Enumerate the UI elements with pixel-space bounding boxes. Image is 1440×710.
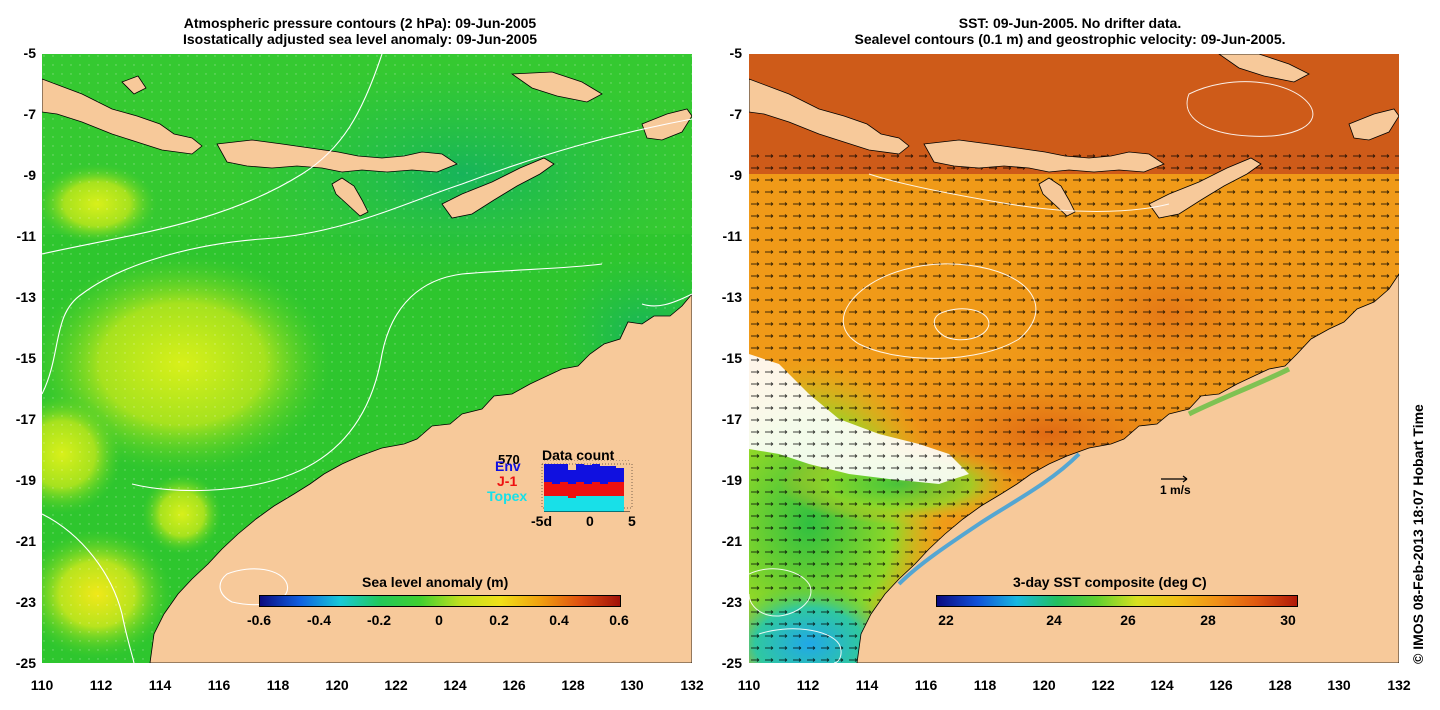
- sst-colorbar-tick: 26: [1120, 612, 1136, 628]
- lat-tick: -21: [15, 533, 36, 549]
- left-title-line1: Atmospheric pressure contours (2 hPa): 0…: [183, 15, 537, 31]
- sst-colorbar-title: 3-day SST composite (deg C): [1013, 574, 1207, 590]
- lon-tick: 122: [384, 677, 408, 693]
- lon-tick: 116: [207, 677, 231, 693]
- imos-credit: © IMOS 08-Feb-2013 18:07 Hobart Time: [1410, 404, 1426, 664]
- lon-tick: 120: [325, 677, 349, 693]
- lat-tick: -25: [15, 655, 36, 671]
- lon-tick: 128: [561, 677, 585, 693]
- sla-colorbar-tick: -0.2: [366, 612, 392, 628]
- lat-tick: -9: [23, 167, 36, 183]
- lat-tick: -7: [729, 106, 742, 122]
- lat-tick: -9: [729, 167, 742, 183]
- sla-colorbar-tick: 0.6: [609, 612, 629, 628]
- lon-tick: 132: [1387, 677, 1411, 693]
- lon-tick: 112: [89, 677, 113, 693]
- lat-tick: -15: [721, 350, 742, 366]
- lon-tick: 118: [266, 677, 290, 693]
- sst-map[interactable]: [749, 54, 1399, 663]
- sla-colorbar-tick: 0: [435, 612, 443, 628]
- lon-tick: 130: [1327, 677, 1351, 693]
- data-count-max: 570: [498, 452, 520, 467]
- sst-colorbar-tick: 28: [1200, 612, 1216, 628]
- lat-tick: -15: [15, 350, 36, 366]
- lesser-sunda-islands: [923, 139, 1165, 173]
- lon-tick: 130: [620, 677, 644, 693]
- pressure-contours: [42, 54, 692, 663]
- lon-tick: 118: [973, 677, 997, 693]
- data-count-xtick: -5d: [531, 513, 552, 529]
- sst-colorbar-tick: 24: [1046, 612, 1062, 628]
- velocity-scale-arrow: [1161, 475, 1188, 483]
- data-count-xtick: 5: [628, 513, 636, 529]
- lon-tick: 128: [1268, 677, 1292, 693]
- lon-tick: 110: [30, 677, 54, 693]
- data-count-xtick: 0: [586, 513, 594, 529]
- legend-j1: J-1: [497, 473, 518, 489]
- lon-tick: 124: [1150, 677, 1174, 693]
- lat-tick: -23: [721, 594, 742, 610]
- timor-island: [1148, 157, 1262, 219]
- lon-tick: 120: [1032, 677, 1056, 693]
- velocity-scale-label: 1 m/s: [1160, 483, 1191, 497]
- lon-tick: 132: [680, 677, 704, 693]
- lon-tick: 122: [1091, 677, 1115, 693]
- lon-tick: 124: [443, 677, 467, 693]
- data-count-inset: [541, 463, 633, 509]
- lesser-sunda-islands: [216, 139, 458, 173]
- legend-env: Env: [495, 458, 521, 474]
- sst-colorbar-tick: 30: [1280, 612, 1296, 628]
- lat-tick: -5: [729, 45, 742, 61]
- lat-tick: -19: [15, 472, 36, 488]
- lon-tick: 116: [914, 677, 938, 693]
- right-title-line2: Sealevel contours (0.1 m) and geostrophi…: [854, 31, 1286, 47]
- australia-landmass: [149, 293, 692, 663]
- right-title-line1: SST: 09-Jun-2005. No drifter data.: [958, 15, 1182, 31]
- lon-tick: 110: [737, 677, 761, 693]
- australia-landmass: [856, 273, 1399, 663]
- data-count-bars: [542, 459, 632, 513]
- lat-tick: -5: [23, 45, 36, 61]
- sla-colorbar-tick: 0.2: [489, 612, 509, 628]
- sea-level-anomaly-map[interactable]: [42, 54, 692, 663]
- sla-colorbar-tick: 0.4: [549, 612, 569, 628]
- lat-tick: -13: [721, 289, 742, 305]
- sla-colorbar-tick: -0.6: [246, 612, 272, 628]
- lon-tick: 112: [796, 677, 820, 693]
- lat-tick: -25: [721, 655, 742, 671]
- lat-tick: -17: [721, 411, 742, 427]
- lat-tick: -17: [15, 411, 36, 427]
- lat-tick: -19: [721, 472, 742, 488]
- timor-island: [441, 157, 555, 219]
- lon-tick: 114: [855, 677, 879, 693]
- legend-topex: Topex: [487, 488, 528, 504]
- lon-tick: 126: [502, 677, 526, 693]
- sla-colorbar-title: Sea level anomaly (m): [362, 574, 509, 590]
- lat-tick: -13: [15, 289, 36, 305]
- left-title-line2: Isostatically adjusted sea level anomaly…: [182, 31, 538, 47]
- sealevel-contours: [749, 81, 1314, 663]
- sumba-island: [331, 177, 369, 217]
- java-island: [42, 78, 203, 155]
- lon-tick: 126: [1209, 677, 1233, 693]
- lat-tick: -21: [721, 533, 742, 549]
- lat-tick: -11: [16, 228, 36, 244]
- data-count-title: Data count: [542, 447, 615, 463]
- sla-colorbar-tick: -0.4: [306, 612, 332, 628]
- lat-tick: -11: [722, 228, 742, 244]
- java-island: [749, 78, 910, 155]
- lat-tick: -23: [15, 594, 36, 610]
- lon-tick: 114: [148, 677, 172, 693]
- sst-colorbar: [936, 595, 1298, 607]
- sst-colorbar-tick: 22: [938, 612, 954, 628]
- sumba-island: [1038, 177, 1076, 217]
- lat-tick: -7: [23, 106, 36, 122]
- sla-colorbar: [259, 595, 621, 607]
